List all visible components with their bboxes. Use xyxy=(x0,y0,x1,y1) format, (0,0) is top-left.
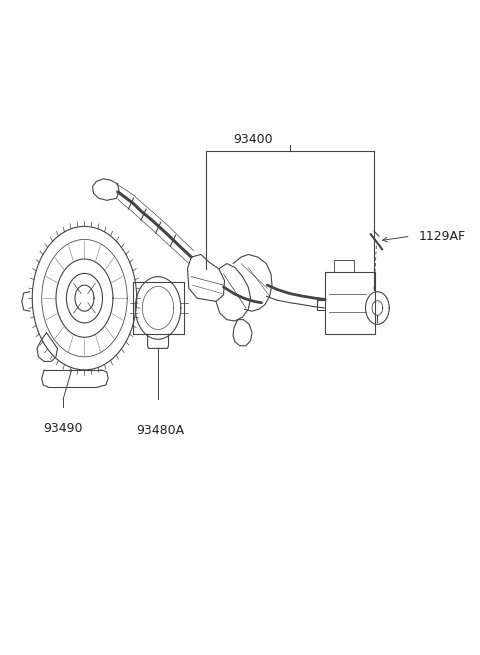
Text: 93480A: 93480A xyxy=(136,424,184,437)
Bar xyxy=(334,260,354,272)
Text: 1129AF: 1129AF xyxy=(419,230,466,243)
Text: 93400: 93400 xyxy=(233,133,273,146)
Text: 93490: 93490 xyxy=(43,422,83,435)
